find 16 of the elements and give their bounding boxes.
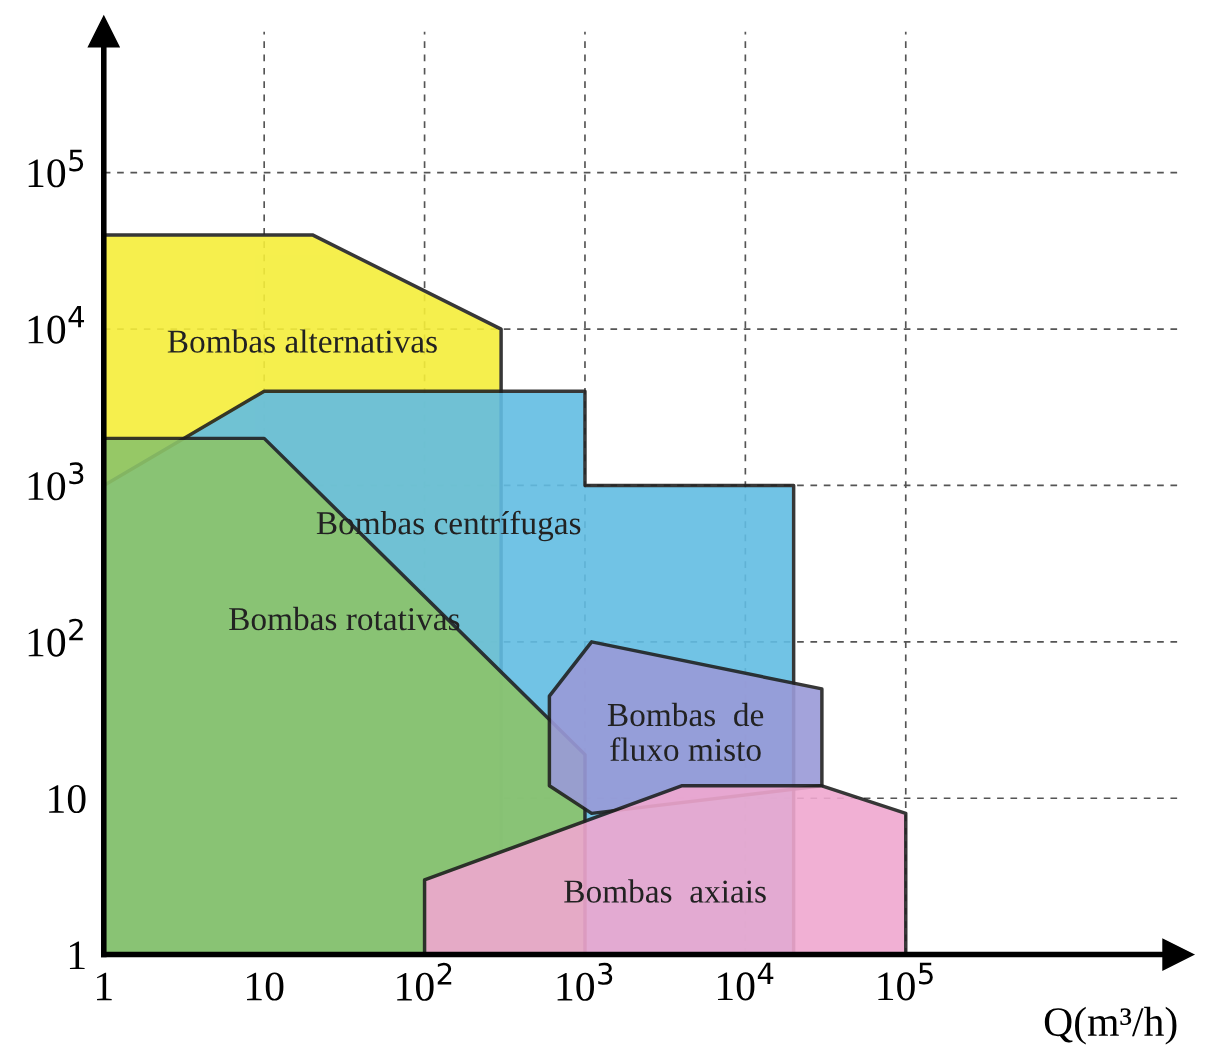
y-tick-label: 10$^{2}$: [28, 618, 83, 657]
y-tick-label: 10$^{5}$: [28, 149, 84, 188]
y-tick-label: 1: [69, 941, 85, 970]
x-tick-label: 10$^{3}$: [557, 962, 613, 1001]
y-tick-label: 10$^{4}$: [28, 306, 85, 344]
x-tick-label: 10$^{4}$: [717, 962, 774, 1001]
x-axis-title: Q(m³/h): [1044, 1006, 1177, 1045]
y-tick-label: 10$^{3}$: [28, 462, 84, 501]
x-tick-label: 10$^{5}$: [878, 962, 933, 1001]
series-label: Bombas axiais: [564, 879, 766, 903]
x-tick-label: 10$^{2}$: [397, 962, 452, 1001]
series-label: Bombas de fluxo misto: [607, 702, 764, 762]
x-tick-label: 10: [247, 972, 284, 1001]
series-label: Bombas alternativas: [167, 329, 437, 353]
y-tick-label: 10: [49, 784, 86, 814]
x-tick-label: 1: [97, 972, 112, 1001]
